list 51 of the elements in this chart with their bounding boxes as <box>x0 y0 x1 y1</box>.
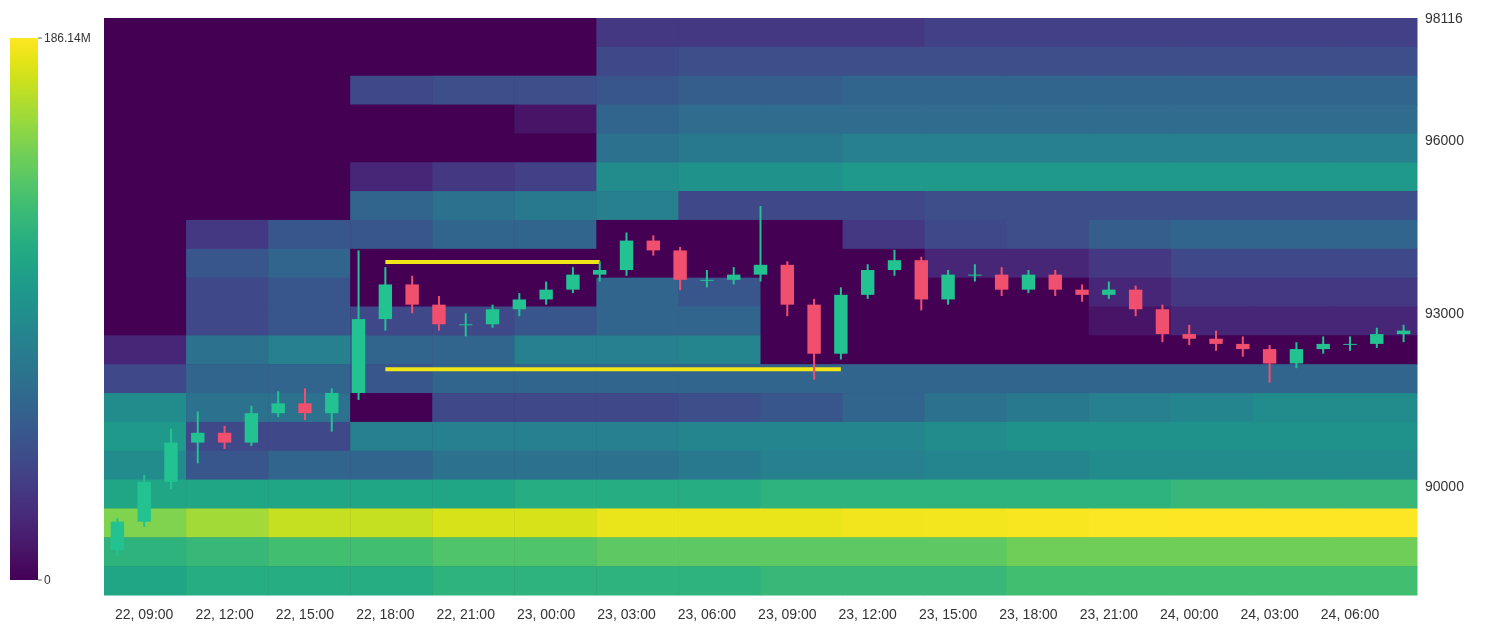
x-tick-label: 23, 21:00 <box>1079 606 1139 622</box>
x-tick-label: 24, 00:00 <box>1160 606 1219 622</box>
candlestick <box>700 269 714 289</box>
x-tick-label: 24, 03:00 <box>1240 606 1300 622</box>
candlestick <box>298 387 312 422</box>
y-tick-label: 93000 <box>1425 305 1465 322</box>
candlestick <box>968 263 982 283</box>
candlestick <box>1370 326 1384 349</box>
candlestick <box>1343 335 1357 352</box>
x-tick-label: 23, 03:00 <box>597 606 656 622</box>
y-tick-label: 90000 <box>1425 478 1465 495</box>
x-tick-label: 22, 09:00 <box>115 606 174 622</box>
y-tick-label: 98116 <box>1425 10 1464 26</box>
x-tick-label: 23, 00:00 <box>516 606 576 622</box>
x-tick-label: 23, 06:00 <box>677 606 737 622</box>
x-tick-label: 23, 12:00 <box>838 606 898 622</box>
candlestick <box>512 292 527 318</box>
candlestick <box>1236 335 1250 358</box>
candlestick <box>1048 269 1062 297</box>
candlestick <box>593 260 607 283</box>
x-tick-label: 23, 18:00 <box>999 606 1058 622</box>
candlestick <box>994 266 1009 297</box>
candlestick <box>217 424 232 450</box>
x-tick-label: 22, 21:00 <box>436 606 496 622</box>
candlestick <box>485 303 500 329</box>
candlestick <box>325 387 339 433</box>
candlestick <box>753 204 768 283</box>
candlestick <box>191 410 205 465</box>
candlestick <box>1182 323 1196 347</box>
candlestick <box>405 274 419 315</box>
x-tick-label: 23, 15:00 <box>918 606 978 622</box>
x-tick-label: 23, 09:00 <box>758 606 817 622</box>
candlestick <box>1289 341 1304 370</box>
candlestick <box>271 390 285 419</box>
candlestick <box>1021 269 1036 295</box>
candlestick <box>887 248 902 277</box>
y-tick-label: 96000 <box>1425 132 1465 149</box>
color-bar-label: 0 <box>44 573 51 587</box>
candlestick <box>566 266 580 295</box>
candlestick <box>1209 329 1223 352</box>
color-bar-label: 186.14M <box>44 31 91 45</box>
x-tick-label: 22, 18:00 <box>356 606 415 622</box>
x-tick-label: 22, 15:00 <box>275 606 335 622</box>
candlestick <box>1262 344 1277 384</box>
x-tick-label: 22, 12:00 <box>195 606 254 622</box>
candlestick <box>432 294 446 332</box>
colorbar: 0 186.14M <box>10 31 91 587</box>
candlestick <box>539 280 553 306</box>
candlestick <box>459 312 473 338</box>
x-tick-label: 24, 06:00 <box>1320 606 1380 622</box>
candlestick <box>1128 284 1143 318</box>
